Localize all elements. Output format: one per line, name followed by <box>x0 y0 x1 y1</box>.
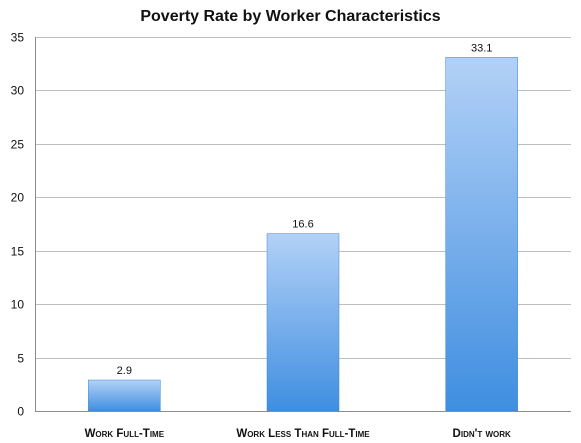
y-tick-label: 25 <box>11 138 25 152</box>
y-tick-label: 10 <box>11 298 25 312</box>
y-tick-label: 0 <box>17 405 24 419</box>
y-axis-ticks: 0 5 10 15 20 25 30 35 <box>11 31 25 419</box>
y-tick-label: 20 <box>11 191 25 205</box>
data-labels: 2.9 16.6 33.1 <box>117 42 493 377</box>
category-label: Work Less Than Full-Time <box>236 428 370 440</box>
y-tick-label: 30 <box>11 84 25 98</box>
x-axis-categories: Work Full-Time Work Less Than Full-Time Di… <box>85 428 511 440</box>
bar <box>445 57 518 412</box>
y-tick-label: 15 <box>11 245 25 259</box>
data-label: 2.9 <box>117 365 132 377</box>
bars <box>88 57 518 412</box>
data-label: 16.6 <box>292 219 313 231</box>
category-label: Didn't work <box>453 428 511 440</box>
chart-title: Poverty Rate by Worker Characteristics <box>140 8 440 25</box>
bar <box>266 233 340 412</box>
y-tick-label: 35 <box>11 31 25 45</box>
axes <box>35 37 571 412</box>
y-tick-label: 5 <box>17 352 24 366</box>
bar <box>88 379 161 412</box>
category-label: Work Full-Time <box>85 428 165 440</box>
data-label: 33.1 <box>471 42 492 54</box>
